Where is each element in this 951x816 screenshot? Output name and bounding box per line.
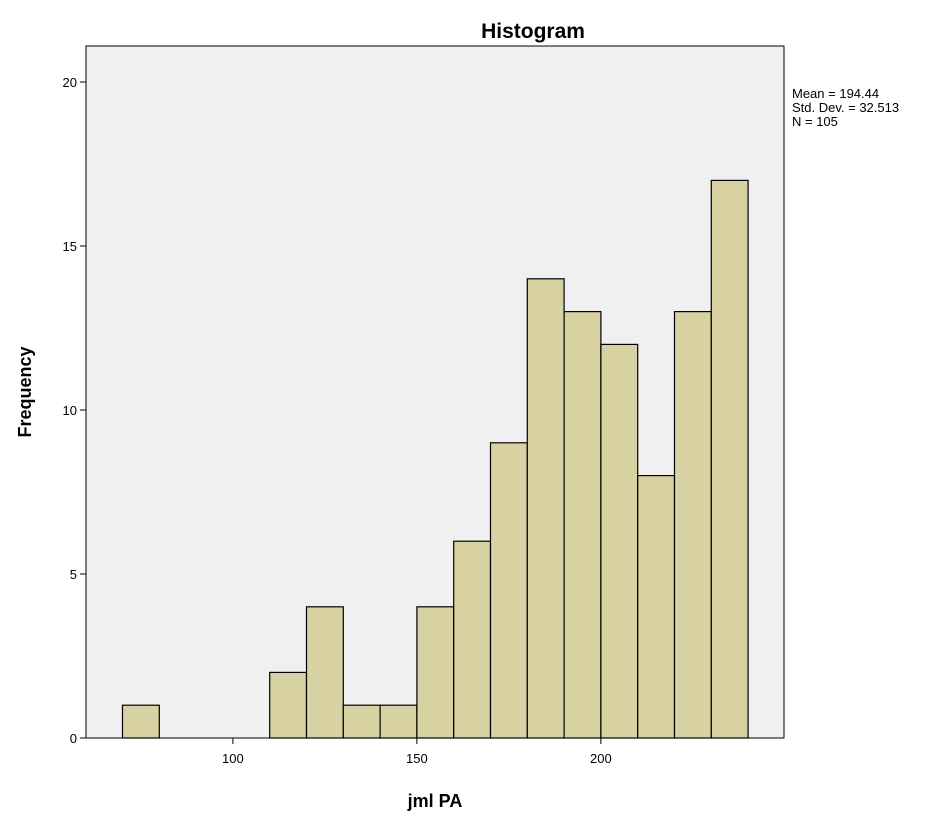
x-axis-title: jml PA [407,791,463,811]
histogram-bar-210-220 [637,475,676,739]
histogram-bar-150-160 [416,606,455,739]
chart-title: Histogram [481,20,585,43]
histogram-bar-130-140 [342,704,381,739]
y-tick-label: 5 [70,567,77,582]
y-tick-label: 20 [63,75,77,90]
y-tick-label: 0 [70,731,77,746]
bars-group [121,179,749,739]
histogram-bar-190-200 [563,311,602,739]
y-axis: 0 5 10 15 20 [63,75,86,746]
x-tick-label: 100 [222,751,244,766]
x-axis: 100 150 200 [222,738,612,766]
histogram-bar-110-120 [269,671,308,739]
histogram-bar-120-130 [305,606,344,739]
histogram-bar-160-170 [453,540,492,739]
y-tick-label: 10 [63,403,77,418]
histogram-bar-180-190 [526,278,565,739]
histogram-bar-140-150 [379,704,418,739]
histogram-bar-220-230 [673,311,712,739]
stats-n: N = 105 [792,114,838,129]
histogram-bar-170-180 [489,442,528,739]
histogram-bar-230-240 [710,179,749,739]
stats-std-dev: Std. Dev. = 32.513 [792,100,899,115]
x-tick-label: 150 [406,751,428,766]
histogram-bar-70-80 [121,704,160,739]
stats-box: Mean = 194.44 Std. Dev. = 32.513 N = 105 [792,86,899,129]
histogram-bar-200-210 [600,343,639,739]
x-tick-label: 200 [590,751,612,766]
y-tick-label: 15 [63,239,77,254]
y-axis-title: Frequency [15,346,35,437]
stats-mean: Mean = 194.44 [792,86,879,101]
